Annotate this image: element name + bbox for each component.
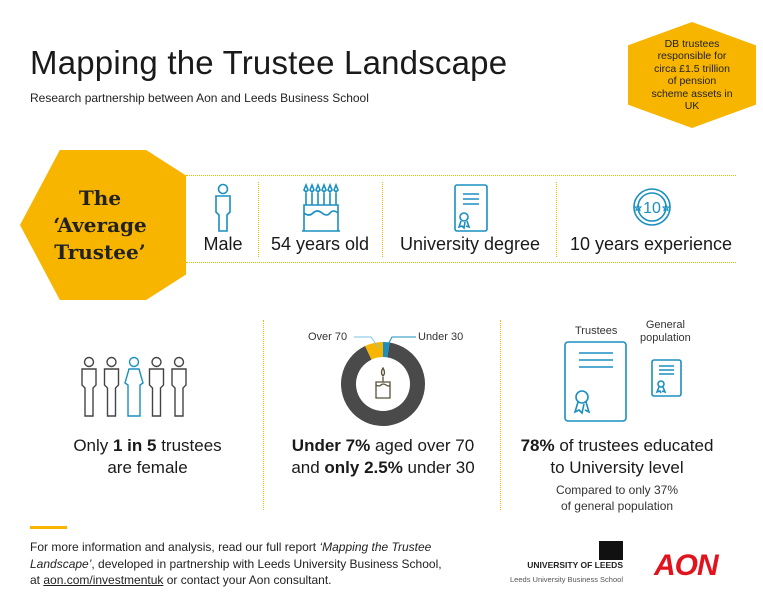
label-general-population: General population bbox=[640, 319, 691, 344]
person-icon bbox=[215, 183, 231, 232]
label-under-30: Under 30 bbox=[418, 331, 464, 343]
divider bbox=[500, 320, 501, 510]
male-person-icon bbox=[148, 356, 165, 417]
trustees-certificate-icon bbox=[564, 341, 627, 422]
male-person-icon bbox=[81, 356, 97, 417]
divider bbox=[186, 262, 736, 263]
donut-segment-over-70 bbox=[365, 342, 383, 360]
divider bbox=[258, 182, 259, 257]
university-of-leeds-logo-mark bbox=[599, 541, 623, 560]
badge-text: DB trustees responsible for circa £1.5 t… bbox=[651, 37, 733, 113]
age-stat: Under 7% aged over 70 and only 2.5% under… bbox=[291, 436, 475, 477]
svg-text:10: 10 bbox=[643, 200, 661, 217]
label-over-70: Over 70 bbox=[308, 331, 348, 343]
subtitle: Research partnership between Aon and Lee… bbox=[30, 91, 369, 105]
male-person-icon bbox=[171, 356, 187, 417]
divider bbox=[186, 175, 736, 176]
general-certificate-icon bbox=[651, 359, 682, 397]
divider bbox=[263, 320, 264, 510]
aon-logo: AON bbox=[654, 549, 719, 582]
donut-segment-under-30 bbox=[383, 342, 390, 358]
hex-line: Trustee’ bbox=[54, 239, 146, 264]
age-donut-chart bbox=[341, 336, 425, 426]
label-trustees: Trustees bbox=[575, 325, 618, 337]
certificate-icon bbox=[454, 184, 488, 232]
footer-text: For more information and analysis, read … bbox=[30, 540, 442, 587]
divider bbox=[556, 182, 557, 257]
hex-line: ‘Average bbox=[53, 212, 147, 237]
average-trustee-hexagon: The ‘Average Trustee’ bbox=[20, 150, 186, 300]
gender-stat: Only 1 in 5 trustees are female bbox=[73, 436, 222, 477]
birthday-cake-icon bbox=[302, 183, 340, 232]
attr-male: Male bbox=[203, 234, 243, 254]
female-person-icon bbox=[124, 356, 144, 417]
attr-age: 54 years old bbox=[270, 234, 370, 254]
education-stat: 78% of trustees educated to University le… bbox=[520, 436, 714, 477]
leeds-logo-text: UNIVERSITY OF LEEDS bbox=[527, 560, 623, 570]
ten-years-badge-icon: 10 bbox=[633, 188, 671, 226]
page-title: Mapping the Trustee Landscape bbox=[30, 44, 508, 81]
leeds-business-school-text: Leeds University Business School bbox=[510, 575, 623, 584]
hex-line: The bbox=[78, 185, 122, 210]
divider bbox=[382, 182, 383, 257]
accent-bar bbox=[30, 526, 67, 529]
donut-segment-other-ages bbox=[341, 342, 425, 426]
candle-icon bbox=[375, 366, 391, 399]
people-icons bbox=[81, 356, 187, 417]
assets-badge: DB trustees responsible for circa £1.5 t… bbox=[628, 22, 756, 128]
attr-education: University degree bbox=[399, 234, 541, 254]
report-link[interactable]: aon.com/investmentuk bbox=[43, 573, 164, 587]
attr-experience: 10 years experience bbox=[569, 234, 733, 254]
male-person-icon bbox=[103, 356, 120, 417]
education-note: Compared to only 37% of general populatio… bbox=[555, 483, 679, 513]
